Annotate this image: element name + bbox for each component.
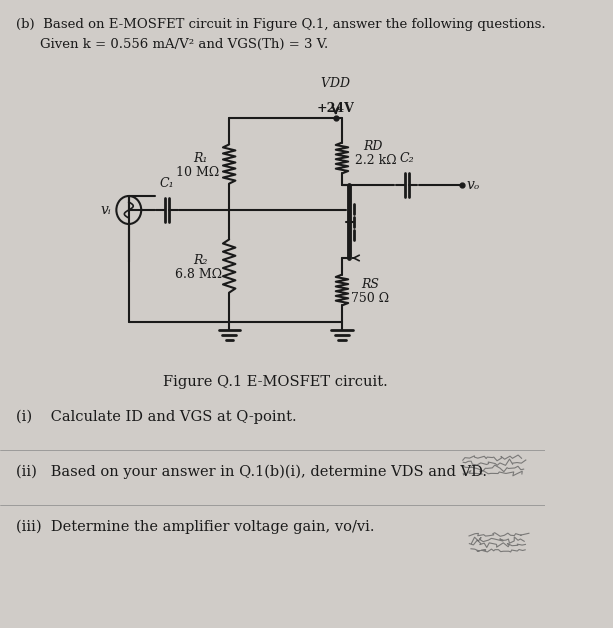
Text: +24V: +24V xyxy=(317,102,355,115)
Text: C₂: C₂ xyxy=(400,152,414,165)
Text: (i)    Calculate I​D and V​GS at Q-point.: (i) Calculate I​D and V​GS at Q-point. xyxy=(16,410,297,425)
Text: Figure Q.1 E-MOSFET circuit.: Figure Q.1 E-MOSFET circuit. xyxy=(163,375,388,389)
Text: Given k = 0.556 mA/V² and V​GS(Th) = 3 V.: Given k = 0.556 mA/V² and V​GS(Th) = 3 V… xyxy=(40,38,328,51)
Text: R​D: R​D xyxy=(364,140,383,153)
Text: (b)  Based on E-MOSFET circuit in Figure Q.1, answer the following questions.: (b) Based on E-MOSFET circuit in Figure … xyxy=(16,18,546,31)
Text: C₁: C₁ xyxy=(159,177,174,190)
Text: vᵢ: vᵢ xyxy=(101,203,111,217)
Text: R​S: R​S xyxy=(362,278,379,291)
Text: 6.8 MΩ: 6.8 MΩ xyxy=(175,268,222,281)
Text: R₁: R₁ xyxy=(194,153,208,166)
Text: (ii)   Based on your answer in Q.1(b)(i), determine V​DS and V​D.: (ii) Based on your answer in Q.1(b)(i), … xyxy=(16,465,487,479)
Text: 10 MΩ: 10 MΩ xyxy=(177,166,219,178)
Text: 2.2 kΩ: 2.2 kΩ xyxy=(355,154,397,167)
Text: R₂: R₂ xyxy=(194,254,208,268)
Text: (iii)  Determine the amplifier voltage gain, v​o/v​i.: (iii) Determine the amplifier voltage ga… xyxy=(16,520,375,534)
Text: V​DD: V​DD xyxy=(321,77,350,90)
Text: 750 Ω: 750 Ω xyxy=(351,293,389,305)
Text: vₒ: vₒ xyxy=(466,178,479,192)
